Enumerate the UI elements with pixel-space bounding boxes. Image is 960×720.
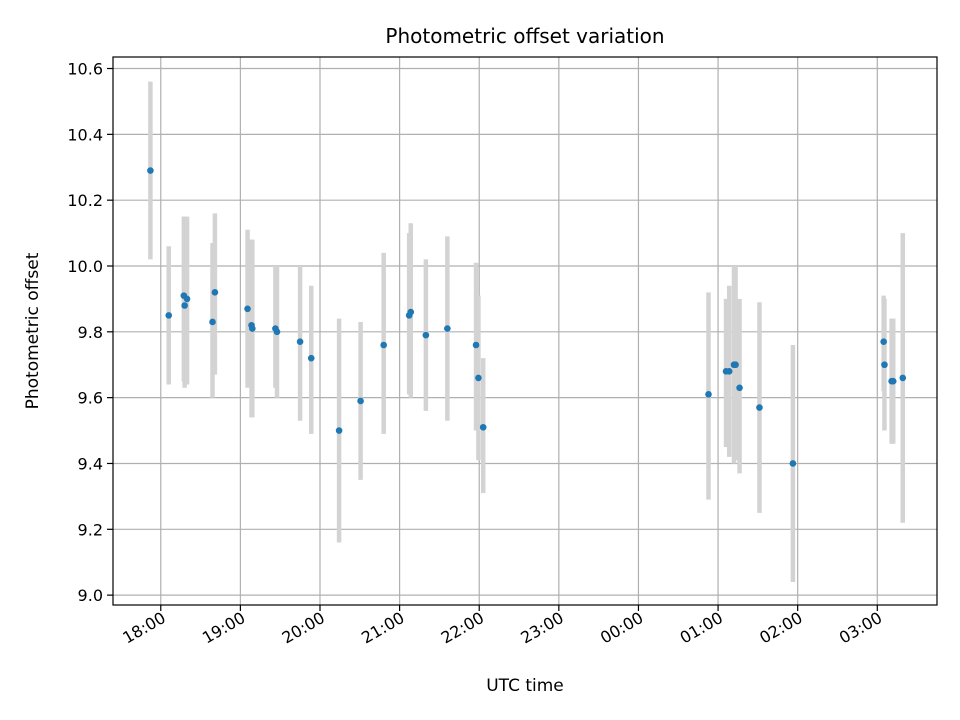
y-tick-label: 9.6 [78,389,103,408]
data-point [881,361,888,369]
data-point [183,295,191,303]
data-point [244,305,251,313]
data-point [472,341,480,349]
grid [113,57,937,605]
data-point [181,302,188,309]
y-tick-label: 9.8 [78,323,103,342]
y-tick-label: 9.2 [78,520,103,539]
data-point [357,397,364,405]
data-point [889,377,897,385]
y-tick-label: 10.2 [67,191,103,210]
data-point [209,318,216,326]
data-point [211,289,219,296]
data-point [249,325,256,332]
data-point [147,167,154,174]
y-tick-label: 10.0 [67,257,103,276]
data-points [147,167,907,467]
y-tick-label: 9.4 [78,454,103,473]
plot-frame [112,56,938,606]
y-axis-title: Photometric offset [23,252,43,409]
y-tick-label: 9.0 [78,586,103,605]
data-point [335,427,343,434]
data-point [475,374,482,382]
data-point [479,423,487,431]
data-point [165,312,173,319]
data-point [380,341,387,349]
chart-title: Photometric offset variation [385,24,664,48]
data-point [725,368,733,375]
data-point [732,361,739,369]
x-axis-title: UTC time [486,676,564,696]
data-point [705,391,712,398]
data-point [756,404,763,411]
data-point [407,308,415,316]
data-point [789,460,797,467]
data-point [444,325,451,332]
y-axis-ticks: 9.0 9.2 9.4 9.6 9.8 10.0 10.2 10.4 10.6 [67,60,113,605]
data-point [273,328,281,336]
data-point [296,338,304,345]
data-point [736,384,743,392]
y-tick-label: 10.4 [67,125,103,144]
data-point [307,354,315,362]
data-point [880,338,887,345]
data-point [899,374,907,382]
data-point [422,331,430,339]
y-tick-label: 10.6 [67,60,103,79]
